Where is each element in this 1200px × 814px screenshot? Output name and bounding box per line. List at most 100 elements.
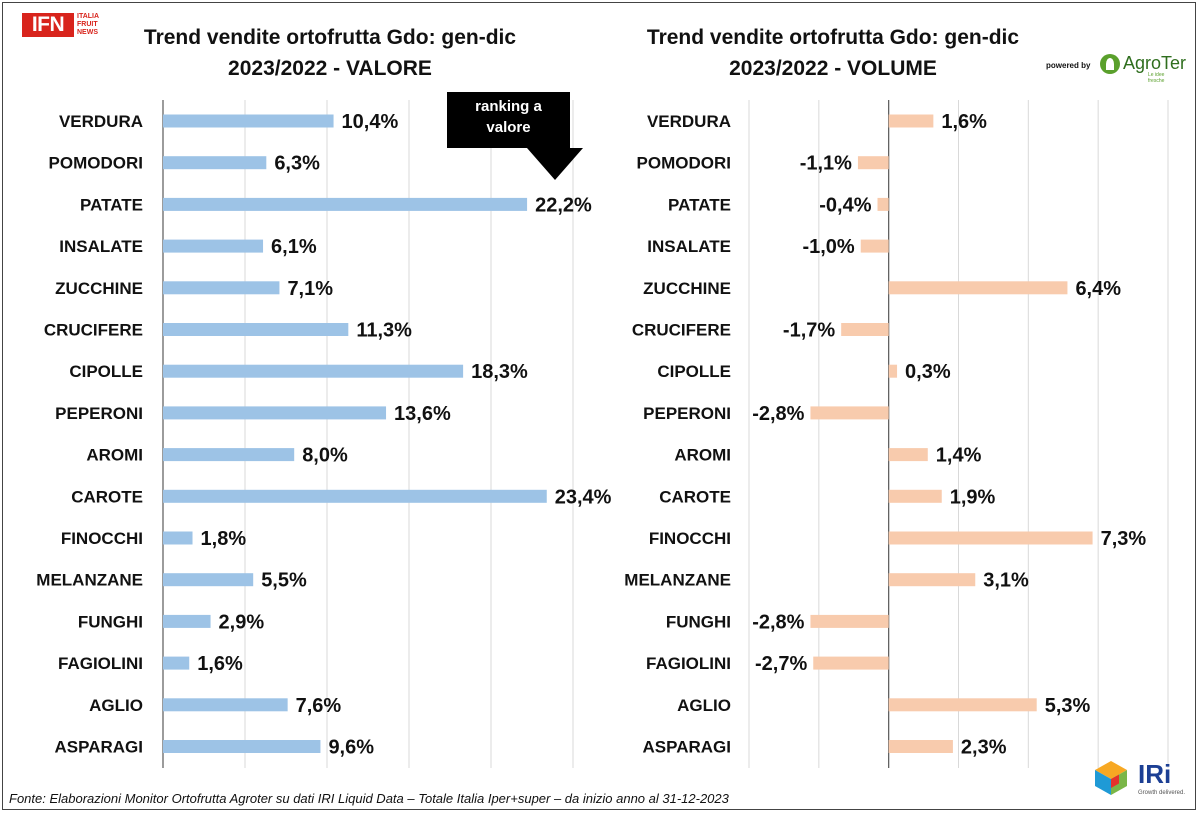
bar-peperoni <box>163 406 387 420</box>
value-label: 18,3% <box>471 361 528 383</box>
source-footnote: Fonte: Elaborazioni Monitor Ortofrutta A… <box>9 791 729 806</box>
value-label: -2,7% <box>755 653 807 675</box>
value-label: 8,0% <box>302 445 348 467</box>
category-label: CAROTE <box>659 487 731 506</box>
category-label: FINOCCHI <box>649 529 731 548</box>
value-label: 1,6% <box>197 653 243 675</box>
category-label: MELANZANE <box>36 571 143 590</box>
left-bar-chart: VERDURA 10,4% POMODORI 6,3% PATATE 22,2% INSAL… <box>36 100 612 768</box>
value-label: -0,4% <box>819 194 871 216</box>
powered-by-text: powered by <box>1046 61 1091 70</box>
value-label: 9,6% <box>328 737 374 759</box>
category-label: PATATE <box>80 195 143 214</box>
category-label: AROMI <box>674 446 731 465</box>
left-chart-title: Trend vendite ortofrutta Gdo: gen-dic 20… <box>100 22 560 84</box>
value-label: -2,8% <box>752 403 804 425</box>
bar-carote <box>163 489 547 503</box>
category-label: FINOCCHI <box>61 529 143 548</box>
right-chart-title-line2: 2023/2022 - VOLUME <box>729 57 937 80</box>
category-label: FAGIOLINI <box>646 654 731 673</box>
bar-insalate <box>860 239 889 253</box>
category-label: CRUCIFERE <box>632 321 731 340</box>
ranking-callout-line1: ranking a <box>475 98 542 115</box>
ifn-logo-text: IFN <box>22 13 74 37</box>
right-bar-chart: VERDURA 1,6% POMODORI -1,1% PATATE -0,4% INSAL… <box>624 100 1169 768</box>
category-label: ASPARAGI <box>643 738 731 757</box>
category-label: PEPERONI <box>643 404 731 423</box>
bar-fagiolini <box>163 656 190 670</box>
category-label: FAGIOLINI <box>58 654 143 673</box>
value-label: -1,7% <box>783 320 835 342</box>
value-label: 7,3% <box>1101 528 1147 550</box>
bar-asparagi <box>888 740 953 753</box>
bar-finocchi <box>888 531 1093 545</box>
value-label: 6,3% <box>274 153 320 175</box>
bar-zucchine <box>888 281 1068 295</box>
bar-pomodori <box>163 156 267 170</box>
bar-patate <box>163 197 528 211</box>
value-label: 7,6% <box>296 695 342 717</box>
ifn-logo: IFN ITALIA FRUIT NEWS <box>22 13 114 41</box>
agroter-logo: AgroTer Le idee fresche <box>1100 53 1186 84</box>
category-label: FUNGHI <box>666 612 731 631</box>
bar-zucchine <box>163 281 280 295</box>
bar-aglio <box>163 698 288 712</box>
value-label: 1,6% <box>941 111 987 133</box>
value-label: 23,4% <box>555 486 612 508</box>
category-label: PATATE <box>668 195 731 214</box>
value-label: 2,9% <box>219 611 265 633</box>
ranking-callout: ranking a valore <box>447 92 570 148</box>
value-label: 5,5% <box>261 570 307 592</box>
category-label: MELANZANE <box>624 571 731 590</box>
category-label: ZUCCHINE <box>643 279 731 298</box>
bar-melanzane <box>888 573 976 587</box>
agroter-tagline: Le idee fresche <box>1148 72 1165 84</box>
ranking-callout-line2: valore <box>486 119 531 136</box>
bar-fagiolini <box>813 656 889 670</box>
category-label: INSALATE <box>59 237 143 256</box>
bar-insalate <box>163 239 264 253</box>
category-label: POMODORI <box>637 154 731 173</box>
iri-logo: IRi Growth delivered. <box>1092 759 1188 803</box>
value-label: 1,8% <box>201 528 247 550</box>
value-label: -1,1% <box>800 153 852 175</box>
value-label: -2,8% <box>752 611 804 633</box>
bar-carote <box>888 489 942 503</box>
value-label: 5,3% <box>1045 695 1091 717</box>
category-label: CRUCIFERE <box>44 321 143 340</box>
ranking-arrow-shaft <box>545 140 565 150</box>
category-label: AROMI <box>86 446 143 465</box>
iri-tagline: Growth delivered. <box>1138 790 1186 796</box>
category-label: CIPOLLE <box>69 362 143 381</box>
value-label: 0,3% <box>905 361 951 383</box>
bar-crucifere <box>163 323 349 336</box>
category-label: POMODORI <box>49 154 143 173</box>
bar-cipolle <box>888 364 898 378</box>
bar-cipolle <box>163 364 464 378</box>
iri-cube-icon <box>1095 761 1127 795</box>
bar-aromi <box>163 448 295 462</box>
value-label: 3,1% <box>983 570 1029 592</box>
category-label: VERDURA <box>647 112 731 131</box>
category-label: INSALATE <box>647 237 731 256</box>
bar-patate <box>877 197 889 211</box>
bar-crucifere <box>841 323 889 336</box>
bar-melanzane <box>163 573 254 587</box>
bar-pomodori <box>857 156 889 170</box>
value-label: 1,4% <box>936 445 982 467</box>
left-chart-title-line1: Trend vendite ortofrutta Gdo: gen-dic <box>143 26 517 49</box>
right-chart-title-line1: Trend vendite ortofrutta Gdo: gen-dic <box>646 26 1020 49</box>
bar-funghi <box>163 614 211 628</box>
agroter-leaf-icon <box>1100 54 1120 74</box>
bar-aromi <box>888 448 928 462</box>
iri-logo-text: IRi <box>1138 759 1172 789</box>
bar-peperoni <box>810 406 889 420</box>
bar-verdura <box>163 114 334 128</box>
ifn-logo-subtext: ITALIA FRUIT NEWS <box>77 13 100 36</box>
category-label: ASPARAGI <box>55 738 143 757</box>
value-label: -1,0% <box>802 236 854 258</box>
category-label: AGLIO <box>677 696 731 715</box>
category-label: PEPERONI <box>55 404 143 423</box>
value-label: 6,4% <box>1075 278 1121 300</box>
